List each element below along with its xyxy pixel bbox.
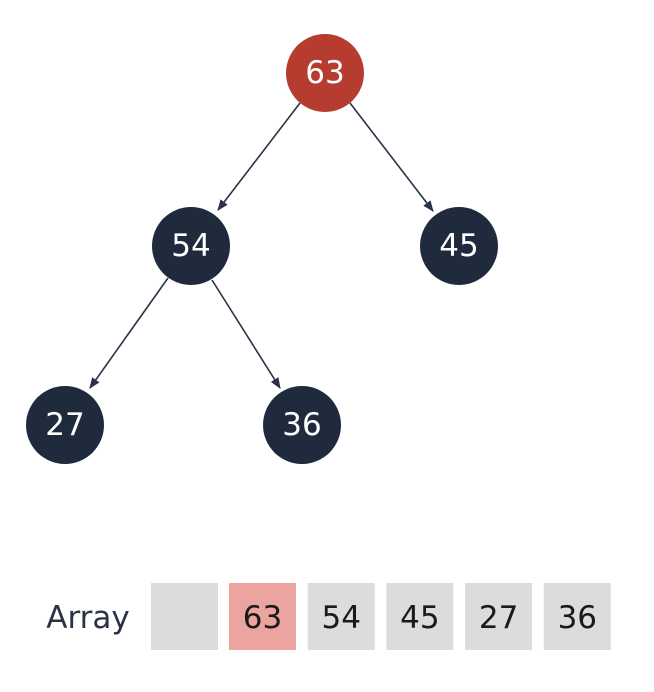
array-value: 45 [400, 600, 439, 636]
array-cell-empty [151, 583, 218, 650]
array-value: 27 [479, 600, 518, 636]
array-value: 63 [243, 600, 282, 636]
array-label: Array [46, 600, 130, 636]
tree-node [152, 207, 230, 285]
node-label: 45 [439, 228, 478, 264]
node-label: 54 [171, 228, 210, 264]
array-cell [386, 583, 454, 650]
tree-node [263, 386, 341, 464]
edge [349, 102, 434, 212]
array-cell [307, 583, 375, 650]
node-label: 27 [45, 407, 84, 443]
edge [211, 279, 281, 389]
array-cell [465, 583, 533, 650]
array-value: 54 [321, 600, 360, 636]
edge [89, 277, 169, 389]
tree-node [26, 386, 104, 464]
array-value: 36 [558, 600, 597, 636]
tree-node [286, 34, 364, 112]
node-label: 36 [282, 407, 321, 443]
array-cell [543, 583, 611, 650]
array-cell [229, 583, 296, 650]
edge [217, 102, 301, 211]
node-label: 63 [305, 55, 344, 91]
tree-node [420, 207, 498, 285]
